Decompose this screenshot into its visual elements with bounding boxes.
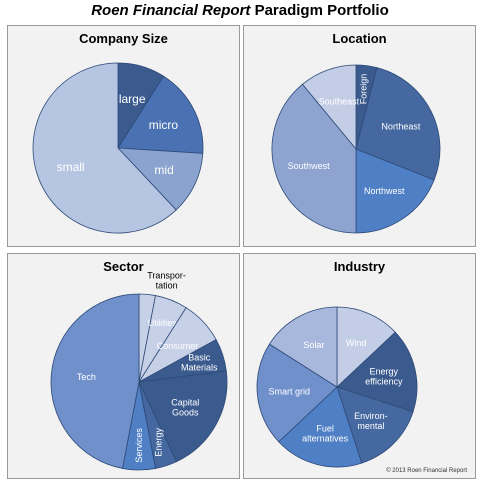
pie-slice-environmental <box>336 386 414 464</box>
pie-panel-location: Location Foreign Northeast Northwest Southw… <box>243 25 476 247</box>
pie-label-basic-materials: Basic Materials <box>181 353 218 373</box>
pie-slice-fuel-alternatives <box>278 386 363 468</box>
pie-label-capital-goods: Capital Goods <box>171 398 199 418</box>
pie-slice-mid <box>117 147 204 211</box>
pie-title: Location <box>332 31 387 46</box>
pie-panel-company-size: Company Size large micro mid small <box>7 25 240 247</box>
pie-slice-southwest <box>271 83 357 234</box>
page-title: Roen Financial Report Paradigm Portfolio <box>0 2 480 19</box>
pie-label-small: small <box>57 160 85 174</box>
page-title-brand: Roen Financial Report <box>91 2 251 19</box>
pie-panel-sector: Sector Transpor-tation Utilities Consumer B… <box>7 253 240 479</box>
copyright-notice: © 2013 Roen Financial Report <box>386 468 467 474</box>
pie-label-micro: micro <box>149 118 179 132</box>
pie-label-southwest: Southwest <box>288 161 331 171</box>
pie-label-energy-efficiency: Energy efficiency <box>365 367 403 387</box>
pie-slice-northeast <box>355 67 441 181</box>
pie-label-solar: Solar <box>303 340 324 350</box>
pie-title: Company Size <box>79 31 168 46</box>
pie-label-fuel-alternatives: Fuel alternatives <box>302 424 349 444</box>
pie-label-transportation: Transpor-tation <box>147 271 186 291</box>
pie-title: Industry <box>333 259 386 274</box>
pie-panel-industry: Industry Wind Energy efficiency Environ-men… <box>243 253 476 479</box>
pie-slice-wind <box>336 306 396 388</box>
pie-label-tech: Tech <box>77 372 96 382</box>
pie-label-mid: mid <box>154 163 173 177</box>
pie-label-southeast: Southeast <box>319 97 360 107</box>
location-pie-chart: Foreign Northeast Northwest Southwest Southe… <box>271 64 441 234</box>
pie-label-energy: Energy <box>154 428 164 457</box>
pie-slice-northwest <box>355 148 435 234</box>
pie-label-services: Services <box>134 428 144 463</box>
pie-slice-energy-efficiency <box>336 331 418 413</box>
pie-label-utilities: Utilities <box>148 318 178 328</box>
pie-label-environmental: Environ-mental <box>354 411 388 431</box>
pie-slice-solar <box>268 306 338 388</box>
pie-slice-small <box>32 62 177 234</box>
pie-slice-micro <box>117 75 204 154</box>
pie-label-northwest: Northwest <box>364 186 405 196</box>
pie-title: Sector <box>103 259 144 274</box>
pie-label-wind: Wind <box>346 338 367 348</box>
pie-label-smart-grid: Smart grid <box>268 387 310 397</box>
pie-label-northeast: Northeast <box>381 121 421 131</box>
pie-label-large: large <box>119 92 146 106</box>
pie-slice-smart-grid <box>256 343 338 443</box>
pie-slice-capital-goods <box>138 370 228 463</box>
page-title-rest: Paradigm Portfolio <box>254 2 389 19</box>
pie-label-foreign: Foreign <box>359 74 369 105</box>
pie-label-consumer: Consumer <box>157 341 199 351</box>
pie-slice-tech <box>50 293 140 469</box>
pie-slice-southeast <box>301 64 357 151</box>
sector-pie-chart: Transpor-tation Utilities Consumer Basic Mat… <box>50 271 228 471</box>
